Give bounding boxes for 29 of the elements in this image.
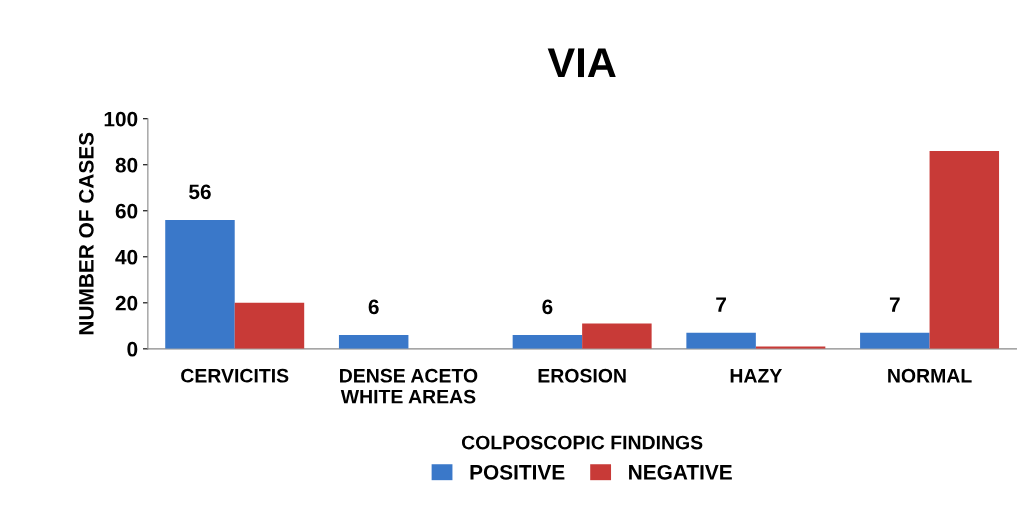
y-tick-label: 40	[115, 249, 138, 265]
data-label: 7	[889, 297, 900, 312]
y-tick-label: 100	[104, 111, 138, 127]
bar	[582, 323, 652, 349]
x-tick-label: NORMAL	[888, 368, 972, 383]
bar	[338, 335, 409, 349]
bar	[234, 302, 305, 349]
y-axis-title: NUMBER OF CASES	[78, 132, 94, 335]
legend-label: POSITIVE	[470, 464, 565, 480]
y-tick-label: 20	[115, 295, 138, 311]
data-label: 6	[542, 299, 553, 315]
y-tick-label: 80	[115, 157, 138, 173]
x-tick-label: EROSION	[538, 368, 626, 383]
y-tick-label: 60	[115, 203, 138, 219]
bar	[929, 150, 1000, 349]
bar	[512, 335, 583, 349]
y-tick-label: 0	[127, 341, 138, 357]
bar	[686, 332, 756, 349]
x-tick-label: HAZY	[730, 369, 783, 383]
chart-title: VIA	[547, 48, 616, 78]
data-label: 6	[368, 299, 379, 315]
data-label: 56	[189, 184, 211, 200]
bar	[860, 332, 930, 349]
legend-label: NEGATIVE	[629, 464, 732, 480]
x-tick-label: DENSE ACETO WHITE AREAS	[340, 368, 478, 404]
x-tick-label: CERVICITIS	[181, 368, 289, 383]
bar	[165, 219, 235, 349]
data-label: 7	[716, 297, 726, 312]
x-axis-title: COLPOSCOPIC FINDINGS	[461, 435, 703, 450]
